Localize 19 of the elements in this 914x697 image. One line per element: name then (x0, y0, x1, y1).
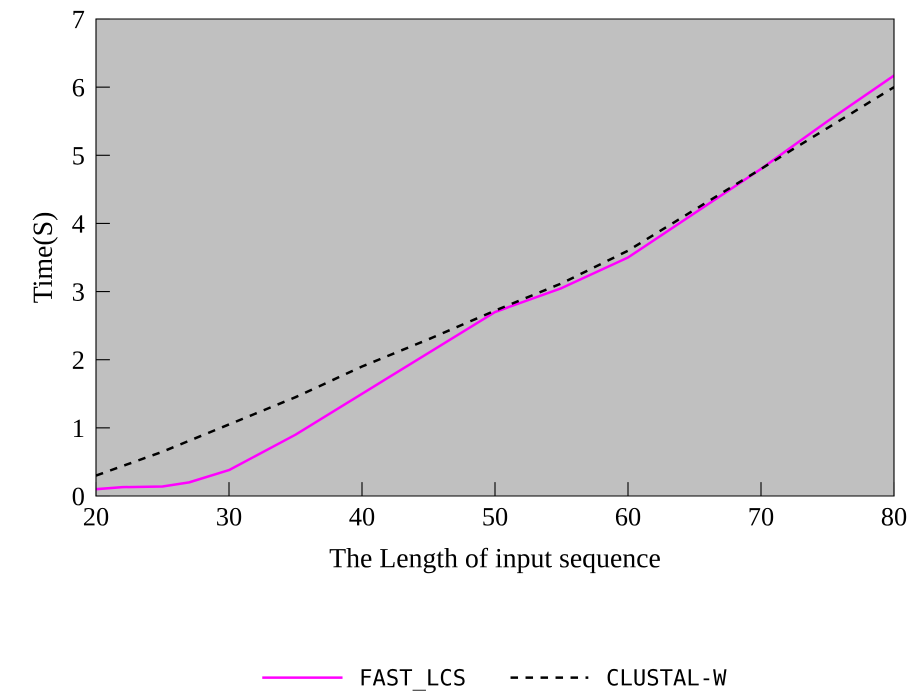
y-tick-label: 6 (72, 78, 84, 97)
y-tick-label: 5 (73, 147, 84, 165)
x-tick-label: 60 (616, 508, 640, 526)
x-tick-label: 70 (750, 508, 774, 526)
legend-label: FAST_LCS (362, 668, 465, 691)
y-tick-label: 2 (72, 351, 84, 369)
x-tick-label: 80 (882, 508, 906, 526)
x-axis-title: The Length of input sequence (330, 548, 660, 574)
y-tick-label: 4 (72, 215, 84, 233)
x-tick-label: 30 (217, 508, 242, 526)
y-tick-label: 0 (72, 488, 84, 506)
y-axis-title: Time(S) (32, 212, 58, 303)
x-tick-label: 20 (84, 508, 108, 526)
y-tick-label: 1 (74, 420, 84, 438)
y-tick-label: 7 (73, 10, 84, 28)
y-tick-label: 3 (72, 283, 84, 301)
x-tick-label: 40 (349, 508, 374, 526)
x-tick-label: 50 (483, 508, 508, 526)
legend-label: CLUSTAL-W (608, 668, 726, 686)
